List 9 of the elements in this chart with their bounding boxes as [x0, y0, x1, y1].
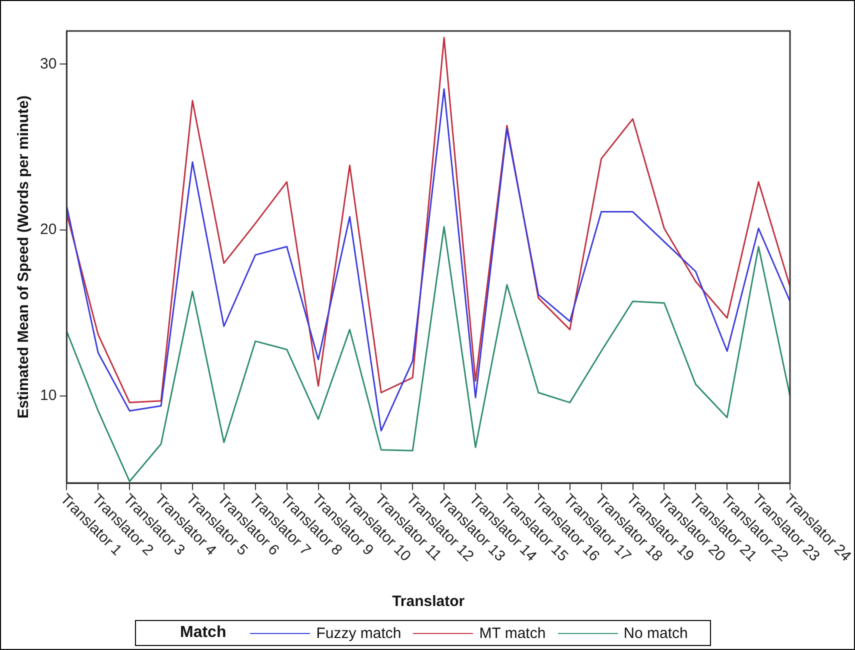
y-tick-label: 20: [40, 221, 57, 238]
y-tick-label: 10: [40, 387, 57, 404]
y-tick-label: 30: [40, 55, 57, 72]
x-axis-title: Translator: [392, 593, 465, 610]
legend-title: Match: [180, 624, 226, 642]
legend-label: No match: [624, 624, 688, 642]
legend-label: Fuzzy match: [316, 624, 402, 642]
legend-label: MT match: [479, 624, 546, 642]
y-axis-title: Estimated Mean of Speed (Words per minute): [15, 95, 32, 419]
